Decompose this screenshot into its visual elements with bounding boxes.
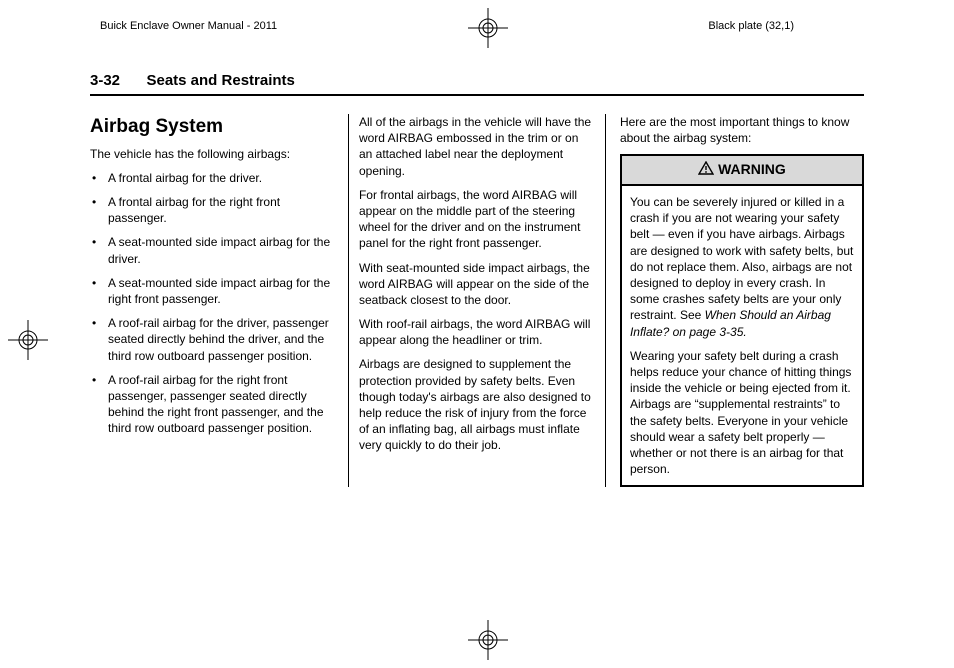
body-paragraph: Airbags are designed to supplement the p… (359, 356, 595, 453)
airbag-system-heading: Airbag System (90, 114, 334, 140)
warning-paragraph: You can be severely injured or killed in… (630, 194, 854, 340)
page-running-header: 3-32 Seats and Restraints (90, 72, 864, 96)
section-title: Seats and Restraints (146, 72, 294, 89)
registration-mark-top-icon (468, 8, 508, 48)
plate-info: Black plate (32,1) (708, 20, 794, 32)
body-paragraph: With seat-mounted side impact airbags, t… (359, 260, 595, 309)
airbag-list: A frontal airbag for the driver. A front… (90, 170, 334, 437)
warning-label: WARNING (718, 161, 786, 177)
list-item: A seat-mounted side impact airbag for th… (90, 234, 334, 266)
registration-mark-bottom-icon (468, 620, 508, 660)
warning-box: WARNING You can be severely injured or k… (620, 154, 864, 487)
list-item: A frontal airbag for the driver. (90, 170, 334, 186)
registration-mark-left-icon (8, 320, 48, 360)
list-item: A roof-rail airbag for the driver, passe… (90, 315, 334, 364)
body-paragraph: All of the airbags in the vehicle will h… (359, 114, 595, 179)
warning-triangle-icon (698, 161, 714, 180)
warning-text: You can be severely injured or killed in… (630, 195, 853, 322)
intro-paragraph: Here are the most important things to kn… (620, 114, 864, 146)
intro-paragraph: The vehicle has the following airbags: (90, 146, 334, 162)
page-number: 3-32 (90, 72, 120, 89)
list-item: A roof-rail airbag for the right front p… (90, 372, 334, 437)
column-3: Here are the most important things to kn… (606, 114, 864, 487)
warning-paragraph: Wearing your safety belt during a crash … (630, 348, 854, 478)
column-1: Airbag System The vehicle has the follow… (90, 114, 348, 487)
warning-title-bar: WARNING (622, 156, 862, 186)
page-content: 3-32 Seats and Restraints Airbag System … (90, 72, 864, 608)
body-paragraph: For frontal airbags, the word AIRBAG wil… (359, 187, 595, 252)
list-item: A frontal airbag for the right front pas… (90, 194, 334, 226)
body-paragraph: With roof-rail airbags, the word AIRBAG … (359, 316, 595, 348)
content-columns: Airbag System The vehicle has the follow… (90, 114, 864, 487)
column-2: All of the airbags in the vehicle will h… (348, 114, 606, 487)
list-item: A seat-mounted side impact airbag for th… (90, 275, 334, 307)
manual-title: Buick Enclave Owner Manual - 2011 (100, 20, 277, 32)
warning-body: You can be severely injured or killed in… (622, 186, 862, 485)
